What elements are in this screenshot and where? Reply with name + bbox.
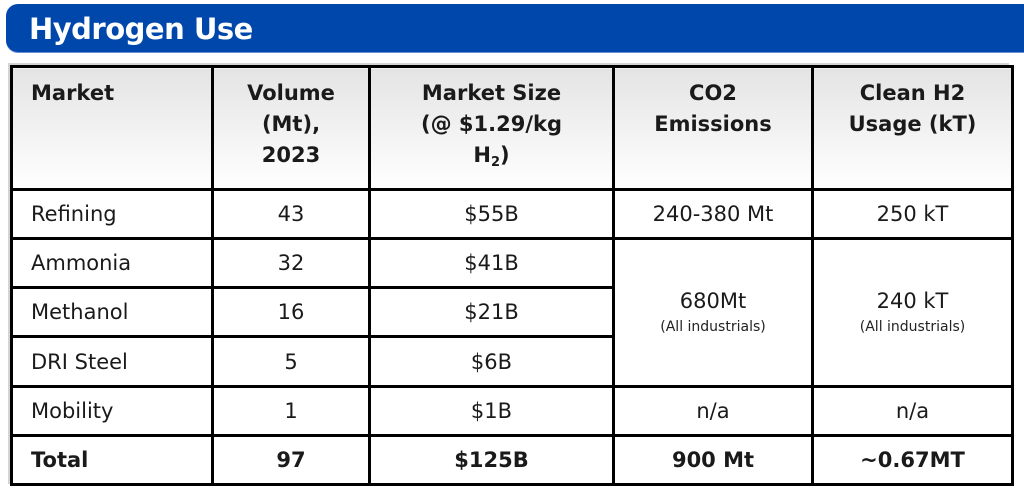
cell-market: Ammonia (10, 237, 214, 290)
cell-market: Mobility (10, 384, 214, 437)
table-row-dri-steel: DRI Steel 5 $6B (10, 335, 1013, 388)
cell-volume: 43 (211, 187, 371, 241)
cell-market: DRI Steel (10, 335, 214, 388)
cell-volume: 16 (211, 286, 371, 339)
hydrogen-use-table-container: Market Volume (Mt), 2023 Market Size (@ … (10, 65, 1014, 487)
cell-market: Refining (10, 187, 214, 241)
header-volume: Volume (Mt), 2023 (211, 65, 371, 191)
cell-co2-merged: 680Mt (All industrials) (612, 237, 814, 388)
table-row-methanol: Methanol 16 $21B (10, 286, 1013, 339)
header-market-size: Market Size (@ $1.29/kg H2) (368, 65, 615, 191)
cell-clean-h2: n/a (811, 384, 1014, 437)
cell-co2: n/a (612, 384, 814, 437)
cell-market-size: $1B (368, 384, 615, 437)
cell-total-co2: 900 Mt (612, 433, 814, 487)
table-row-total: Total 97 $125B 900 Mt ~0.67MT (10, 433, 1014, 487)
table-row-mobility: Mobility 1 $1B n/a n/a (10, 384, 1014, 437)
cell-total-clean-h2: ~0.67MT (811, 433, 1014, 487)
clean-h2-merged-value: 240 kT (876, 289, 949, 314)
cell-market-size: $41B (368, 237, 615, 290)
title-bar: Hydrogen Use (6, 4, 1024, 52)
cell-clean-h2: 250 kT (811, 187, 1014, 241)
cell-total-market-size: $125B (368, 433, 615, 487)
co2-merged-value: 680Mt (679, 289, 747, 314)
cell-total-label: Total (10, 433, 214, 487)
header-clean-h2-usage: Clean H2 Usage (kT) (811, 65, 1014, 191)
clean-h2-merged-note: (All industrials) (859, 319, 966, 336)
header-co2-emissions: CO2 Emissions (612, 65, 814, 191)
hydrogen-use-table: Market Volume (Mt), 2023 Market Size (@ … (10, 65, 1014, 487)
cell-volume: 5 (211, 335, 371, 388)
cell-market-size: $6B (368, 335, 615, 388)
header-market: Market (10, 65, 214, 191)
cell-market: Methanol (10, 286, 214, 339)
page-title: Hydrogen Use (29, 12, 253, 46)
cell-market-size: $55B (368, 187, 615, 241)
cell-co2: 240-380 Mt (612, 187, 814, 241)
cell-market-size: $21B (368, 286, 615, 339)
cell-clean-h2-merged: 240 kT (All industrials) (811, 237, 1014, 388)
table-row-ammonia: Ammonia 32 $41B 680Mt (All industrials) … (10, 237, 1014, 388)
cell-total-volume: 97 (211, 433, 371, 487)
cell-volume: 1 (211, 384, 371, 437)
table-row-refining: Refining 43 $55B 240-380 Mt 250 kT (10, 187, 1014, 241)
co2-merged-note: (All industrials) (660, 319, 766, 336)
header-row: Market Volume (Mt), 2023 Market Size (@ … (10, 65, 1014, 191)
cell-volume: 32 (211, 237, 371, 290)
